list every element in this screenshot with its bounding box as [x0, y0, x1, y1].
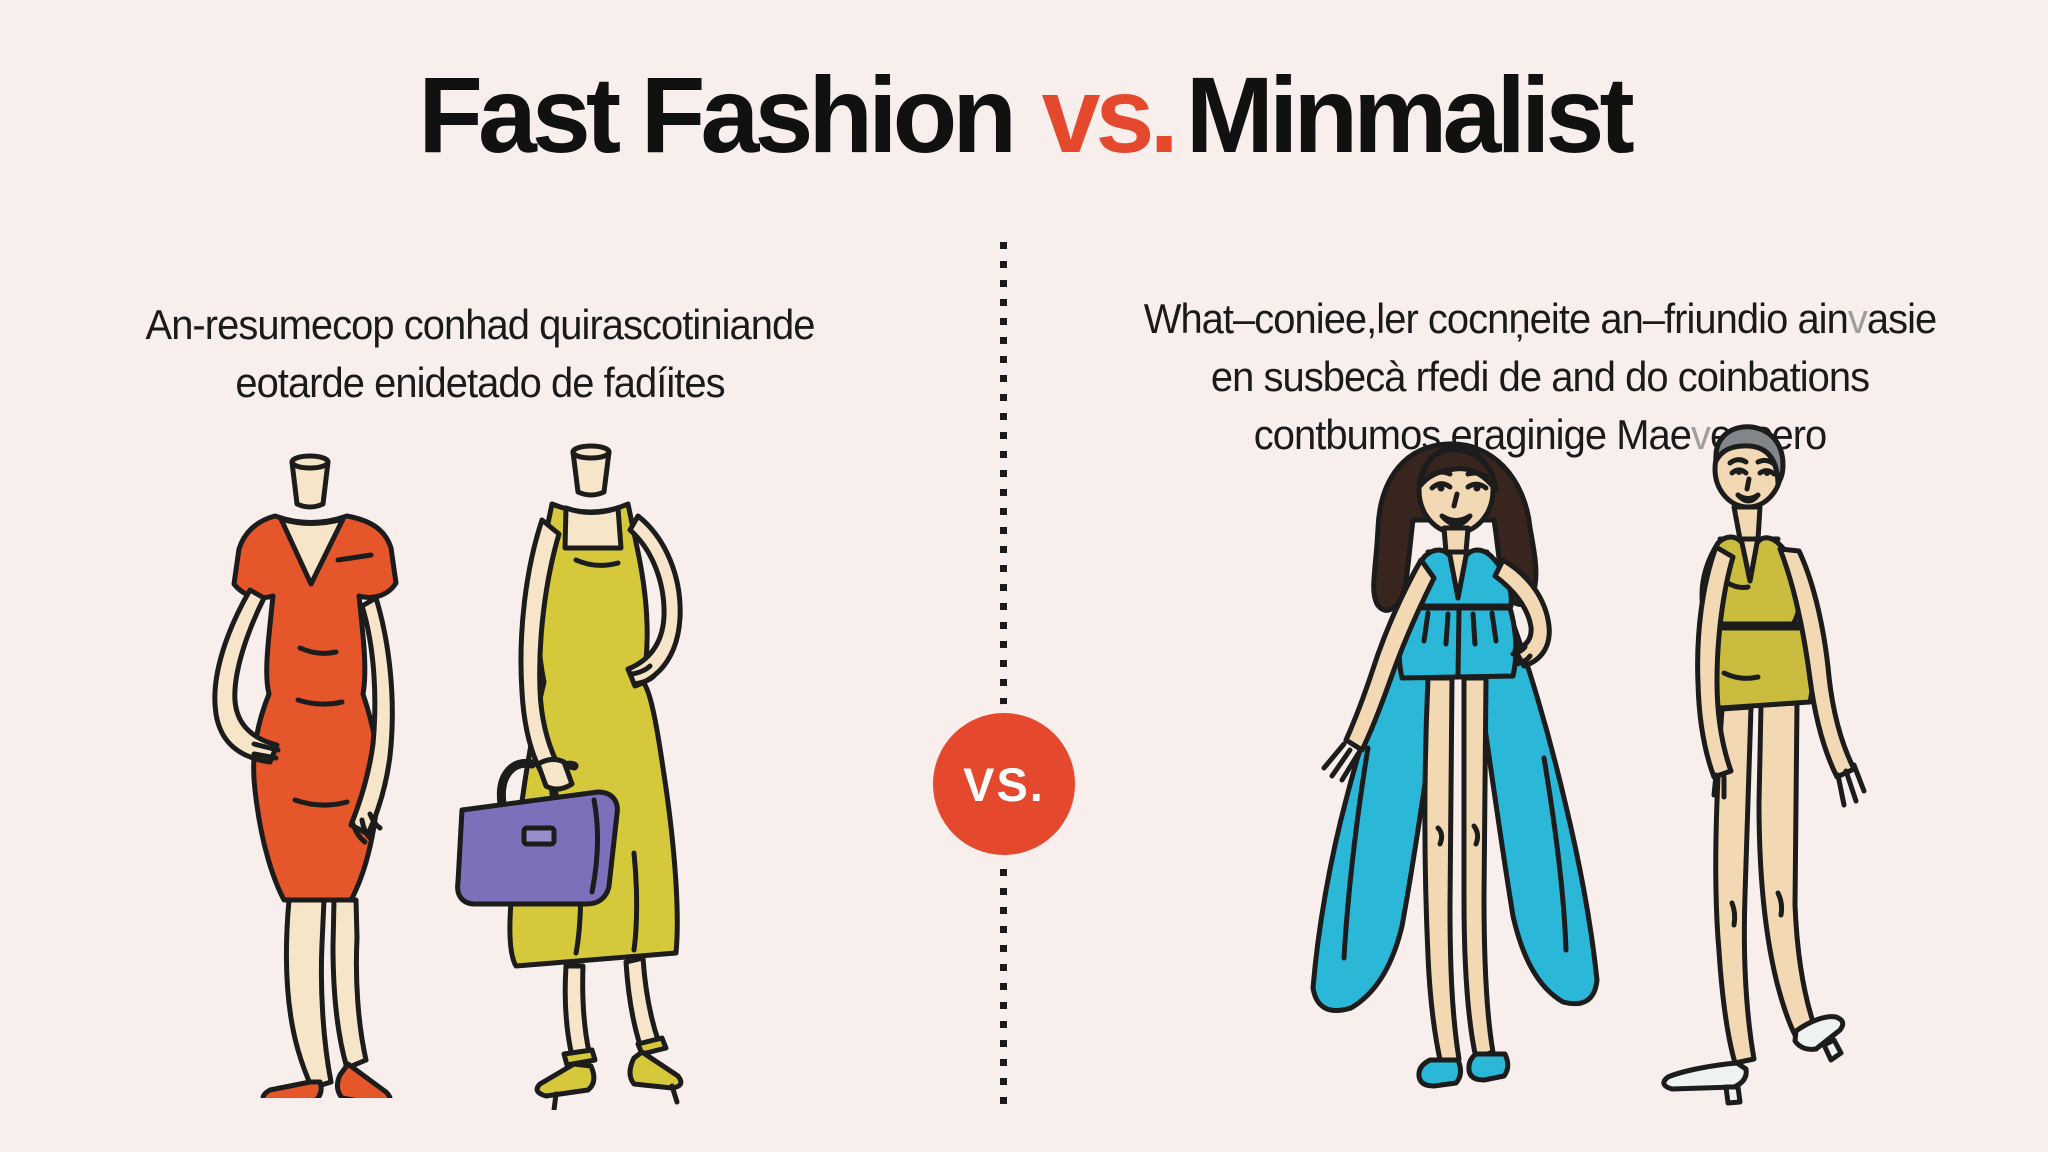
right-arm	[1777, 546, 1867, 808]
face	[1712, 424, 1786, 510]
orange-vneck-dress-figure	[212, 453, 399, 1098]
title-minimalist: Minmalist	[1185, 54, 1635, 175]
orange-heels	[260, 1061, 393, 1098]
page-title: Fast Fashion vs. Minmalist	[20, 54, 2027, 175]
left-description-line-1: An-resumecop conhad quirascotiniande	[145, 301, 816, 348]
right-description-line-1: What–coniee,ler cocnņeite an–friundio ai…	[1143, 295, 1937, 342]
right-description-line-2: en susbecà rfedi de and do coinbations	[1210, 352, 1870, 400]
orange-dress	[231, 513, 399, 903]
left-description: An-resumecop conhad quirascotiniande eot…	[91, 296, 870, 412]
teal-gown-woman-figure	[1310, 441, 1600, 1089]
arm-on-hip	[1492, 557, 1552, 669]
olive-mini-dress-woman-figure	[1661, 424, 1867, 1106]
yellow-ankle-strap-heels	[534, 1035, 684, 1110]
left-arm	[1695, 544, 1736, 800]
legs	[1713, 700, 1817, 1066]
extended-arm	[1321, 557, 1437, 783]
title-fast-fashion: Fast Fashion	[418, 54, 1017, 175]
lips	[1735, 492, 1761, 504]
short-gray-hair	[1713, 424, 1786, 486]
mannequin-neck	[570, 443, 612, 498]
hanging-arm	[348, 595, 395, 845]
lips	[1439, 513, 1473, 527]
arm-on-hip	[212, 587, 281, 765]
teal-heels	[1416, 1051, 1511, 1089]
vs-badge-label: VS.	[963, 757, 1045, 811]
teal-dress-bodice	[1396, 547, 1519, 681]
left-description-line-2: eotarde enidetado de fadíites	[235, 358, 725, 406]
legs	[283, 897, 369, 1091]
muted-letter: v	[1690, 410, 1711, 458]
neck	[1731, 504, 1763, 542]
yellow-midi-dress-figure	[455, 443, 684, 1110]
hand	[535, 756, 575, 792]
face	[1416, 444, 1499, 536]
purple-handbag	[455, 756, 620, 907]
arm-on-waist	[625, 513, 683, 689]
muted-letter: v	[1847, 295, 1868, 342]
dotted-divider-line	[1000, 242, 1007, 1104]
title-vs: vs.	[1041, 54, 1179, 175]
mannequin-neck	[289, 453, 331, 510]
white-kitten-heels	[1661, 1014, 1846, 1106]
vs-circle-badge: VS.	[924, 704, 1084, 864]
legs	[1422, 675, 1496, 1067]
